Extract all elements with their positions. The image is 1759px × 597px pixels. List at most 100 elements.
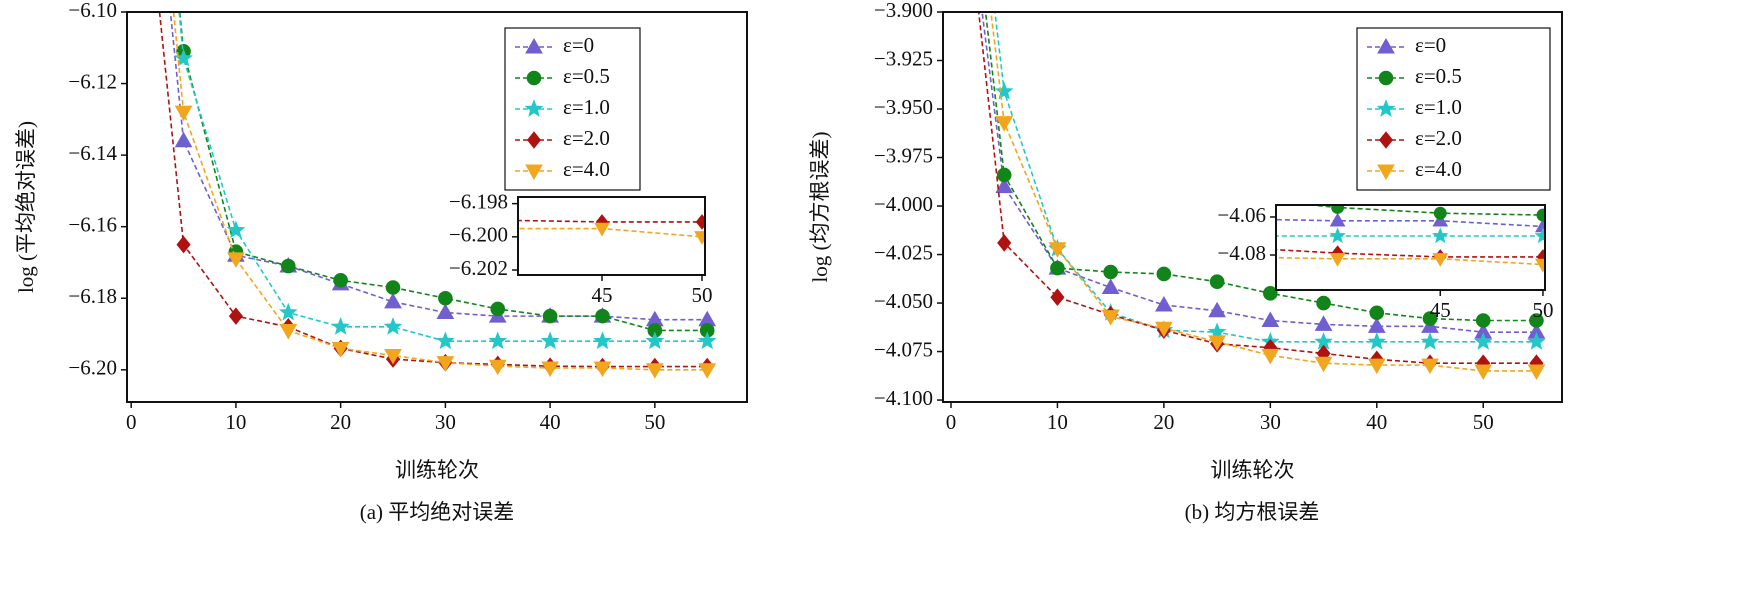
y-tick-label: −6.12 [68, 69, 117, 93]
marker [1329, 212, 1346, 227]
series-line [178, 12, 708, 332]
marker [296, 197, 307, 211]
marker [1155, 321, 1173, 338]
legend-label: ε=0 [563, 33, 594, 57]
marker [436, 331, 455, 350]
series-line [1276, 218, 1545, 228]
marker [1639, 229, 1653, 242]
caption: (a) 平均绝对误差 [360, 500, 515, 524]
x-tick-label: 40 [540, 410, 561, 434]
marker [1023, 199, 1037, 211]
series-line [984, 12, 1537, 322]
x-tick-label: 40 [1366, 410, 1387, 434]
marker [1378, 70, 1394, 86]
y-tick-label: −4.025 [874, 240, 933, 264]
marker [1432, 212, 1449, 227]
y-tick-label: −3.900 [874, 0, 933, 22]
marker [593, 331, 612, 350]
marker [95, 30, 109, 43]
x-tick-label: 0 [946, 410, 957, 434]
marker [1420, 332, 1440, 350]
marker [331, 341, 350, 358]
marker [920, 217, 934, 229]
marker [333, 273, 348, 288]
marker [594, 222, 610, 237]
marker [395, 215, 409, 227]
marker [385, 280, 401, 295]
series-line [169, 12, 708, 321]
marker [540, 331, 560, 350]
marker [698, 363, 717, 379]
x-axis-label: 训练轮次 [395, 458, 479, 482]
marker [1331, 205, 1345, 214]
marker [715, 139, 729, 151]
y-tick-label: −6.16 [68, 212, 117, 236]
marker [715, 157, 729, 169]
marker [994, 81, 1014, 100]
y-tick-label: −3.950 [874, 95, 933, 119]
marker [1639, 259, 1653, 271]
y-axis-label: log (均方根误差) [808, 131, 832, 282]
marker [921, 218, 932, 232]
marker [1527, 364, 1546, 380]
inset-frame [517, 196, 706, 276]
x-tick-label: 45 [592, 283, 613, 307]
marker [1421, 358, 1439, 375]
marker [295, 97, 309, 110]
marker [694, 231, 705, 245]
y-tick-label: −4.075 [874, 337, 933, 361]
marker [1101, 278, 1120, 295]
marker [436, 356, 455, 372]
marker [1367, 358, 1386, 375]
marker [1101, 310, 1120, 326]
y-tick-label: −3.975 [874, 143, 933, 167]
legend-label: ε=0.5 [563, 64, 610, 88]
plot [158, 12, 717, 379]
x-tick-label: 30 [1260, 410, 1281, 434]
marker [1048, 242, 1067, 258]
inset-background [1276, 205, 1545, 290]
marker [331, 317, 350, 335]
axes-frame [942, 11, 1563, 403]
marker [595, 308, 610, 324]
y-tick-label: −3.925 [874, 46, 933, 70]
x-axis-label: 训练轮次 [1211, 458, 1295, 482]
marker [488, 331, 508, 350]
series-line [178, 12, 708, 342]
x-tick-label: 0 [126, 410, 137, 434]
marker [695, 214, 705, 230]
series-line [0, 0, 802, 54]
marker [1377, 164, 1395, 181]
marker [696, 48, 708, 60]
marker [1536, 208, 1545, 222]
marker [488, 359, 507, 376]
marker [593, 361, 612, 378]
series-line [0, 0, 802, 4]
marker [996, 167, 1012, 183]
series-line [518, 227, 705, 238]
marker [1024, 231, 1035, 245]
marker [1126, 183, 1138, 195]
marker [0, 31, 8, 45]
marker [1050, 288, 1065, 307]
marker [645, 331, 665, 350]
legend-label: ε=0.5 [1415, 64, 1462, 88]
marker [1023, 231, 1037, 243]
y-tick-label: −6.14 [68, 141, 117, 165]
marker [796, 48, 808, 60]
marker [1535, 258, 1545, 273]
marker [1474, 364, 1493, 380]
legend-label: ε=1.0 [563, 95, 610, 119]
legend-label: ε=1.0 [1415, 95, 1462, 119]
series-line [994, 12, 1537, 343]
marker [1127, 235, 1138, 249]
y-tick-label: −6.10 [68, 0, 117, 22]
marker [542, 308, 558, 324]
x-tick-label: 50 [692, 283, 713, 307]
marker [1155, 295, 1173, 312]
marker [697, 331, 717, 350]
inset-plot [715, 139, 1653, 273]
marker [278, 302, 298, 321]
marker [1316, 295, 1331, 311]
marker [1261, 348, 1280, 365]
